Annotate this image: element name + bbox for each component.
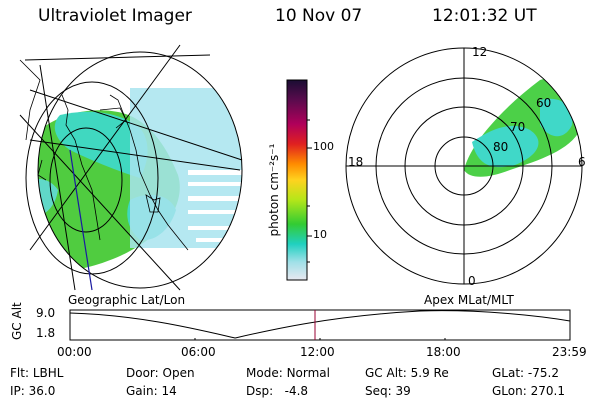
flt-field: Flt: LBHL — [10, 366, 64, 380]
door-value: Open — [162, 366, 195, 380]
glat-value: -75.2 — [527, 366, 559, 380]
ip-field: IP: 36.0 — [10, 384, 56, 398]
mlat-label-60: 60 — [536, 96, 552, 110]
left-panel-label: Geographic Lat/Lon — [68, 293, 186, 307]
instrument-title: Ultraviolet Imager — [38, 6, 192, 26]
latlon-grid — [19, 44, 243, 291]
colorbar-axis-label: photon cm⁻²s⁻¹ — [267, 143, 281, 237]
time-label: 12:01:32 UT — [432, 6, 537, 26]
colorbar-tick-100: 100 — [313, 140, 334, 153]
right-panel-label: Apex MLat/MLT — [424, 293, 514, 307]
date-label: 10 Nov 07 — [275, 6, 363, 26]
door-field: Door: Open — [126, 366, 195, 380]
time-tick-0600: 06:00 — [181, 345, 216, 359]
dsp-field: Dsp: -4.8 — [246, 384, 309, 398]
glon-value: 270.1 — [530, 384, 565, 398]
altitude-tick-bottom: 1.8 — [36, 326, 56, 340]
time-tick-1800: 18:00 — [426, 345, 461, 359]
mlat-label-70: 70 — [510, 120, 526, 134]
map-boundary — [37, 51, 243, 289]
clock-label-6: 6 — [578, 155, 586, 169]
coastlines — [19, 59, 189, 251]
clock-label-0: 0 — [468, 274, 476, 288]
gain-value: 14 — [161, 384, 177, 398]
gain-field: Gain: 14 — [126, 384, 177, 398]
colorbar-tick-10: 10 — [313, 228, 327, 241]
gc-alt-value: 5.9 Re — [410, 366, 449, 380]
clock-label-18: 18 — [348, 155, 364, 169]
glon-field: GLon: 270.1 — [492, 384, 565, 398]
time-tick-1200: 12:00 — [300, 345, 335, 359]
orbit-track — [69, 149, 93, 291]
colorbar-gradient — [286, 79, 308, 281]
colorbar-ticks — [307, 119, 312, 263]
altitude-axis-label: GC Alt — [10, 302, 24, 340]
clock-label-12: 12 — [472, 45, 488, 59]
gc-alt-field: GC Alt: 5.9 Re — [365, 366, 449, 380]
altitude-plot-frame — [69, 309, 571, 341]
seq-value: 39 — [395, 384, 411, 398]
ip-value: 36.0 — [28, 384, 56, 398]
altitude-curve — [69, 310, 571, 339]
mlat-label-80: 80 — [493, 140, 509, 154]
geographic-map — [38, 52, 242, 288]
mode-field: Mode: Normal — [246, 366, 330, 380]
seq-field: Seq: 39 — [365, 384, 411, 398]
polar-plot — [464, 78, 582, 177]
flt-value: LBHL — [32, 366, 64, 380]
time-tick-2359: 23:59 — [552, 345, 587, 359]
glat-field: GLat: -75.2 — [492, 366, 559, 380]
dsp-value: -4.8 — [284, 384, 309, 398]
time-tick-0000: 00:00 — [57, 345, 92, 359]
mode-value: Normal — [286, 366, 330, 380]
altitude-tick-top: 9.0 — [36, 306, 56, 320]
altitude-x-ticks — [194, 338, 446, 340]
